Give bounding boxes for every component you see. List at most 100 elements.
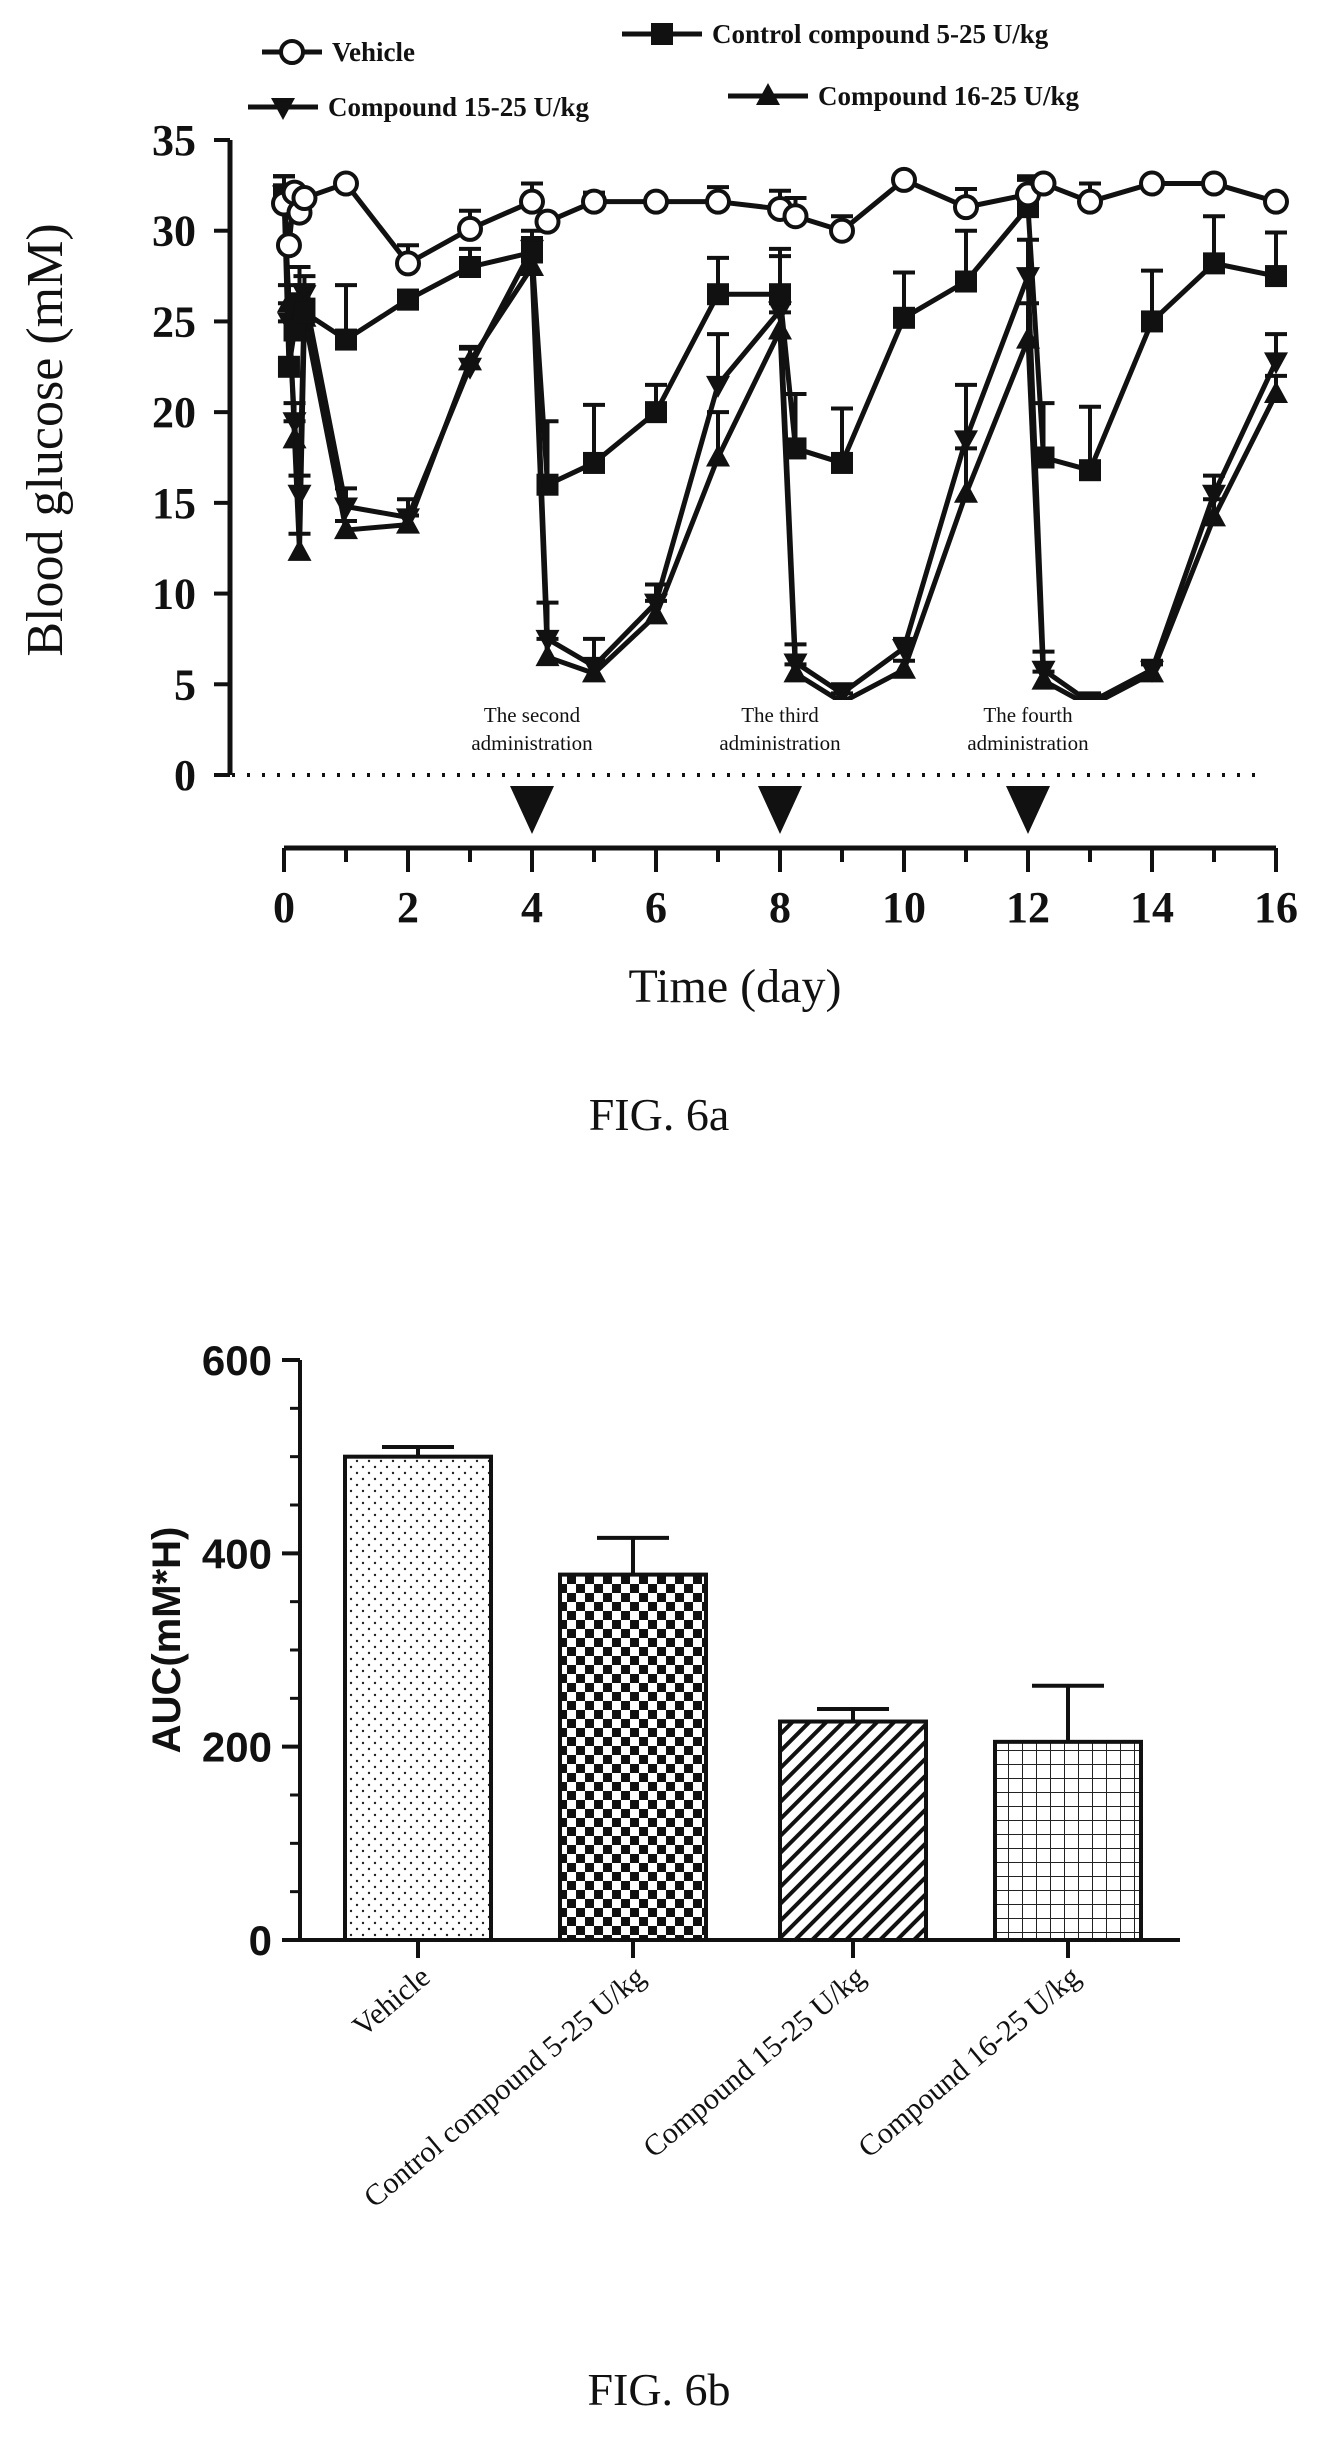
bar — [558, 1572, 708, 1942]
chart-b-y-tick-label: 600 — [202, 1337, 272, 1384]
annotation-background — [688, 728, 872, 756]
chart-a-x-tick-label: 14 — [1130, 883, 1174, 932]
chart-a-annotations: The second administration The third adminis… — [440, 700, 1120, 834]
control-compound-point — [1265, 265, 1287, 288]
chart-a-y-tick-label: 25 — [152, 297, 196, 346]
control-compound-point — [645, 401, 667, 424]
compound-15-point — [1031, 660, 1056, 683]
chart-b-y-tick-label: 0 — [249, 1917, 272, 1964]
legend-entry: Compound 15-25 U/kg — [248, 92, 590, 122]
vehicle-point — [534, 208, 561, 235]
administration-arrow-marker — [510, 786, 554, 834]
legend-label: Vehicle — [332, 37, 415, 67]
bar — [343, 1454, 493, 1942]
chart-a-x-tick-label: 16 — [1254, 883, 1298, 932]
chart-b-y-tick-label: 200 — [202, 1724, 272, 1771]
compound-15-point — [582, 657, 606, 680]
control-compound-point — [583, 451, 605, 474]
compound-15-point — [535, 629, 560, 652]
compound-16-point — [756, 83, 780, 105]
compound-15-point — [1016, 267, 1040, 290]
annotation-background — [936, 728, 1120, 756]
chart-a-y-tick-label: 20 — [152, 388, 196, 437]
control-compound-point — [707, 283, 729, 306]
compound-15-point — [644, 593, 668, 616]
control-compound-point — [335, 328, 357, 351]
annotation-background — [936, 700, 1120, 728]
vehicle-point — [1139, 170, 1165, 197]
control-compound-point — [651, 23, 673, 45]
vehicle-point — [1201, 170, 1227, 197]
chart-a-legend: Vehicle Control compound 5-25 U/kg Compoun… — [248, 19, 1080, 122]
chart-a-y-tick-label: 30 — [152, 207, 196, 256]
compound-15-point — [783, 653, 808, 676]
control-compound-point — [521, 241, 543, 264]
vehicle-point — [1077, 188, 1103, 215]
chart-a-x-tick-label: 2 — [397, 883, 419, 932]
vehicle-point — [1030, 170, 1057, 197]
vehicle-point — [782, 203, 809, 230]
compound-15-point — [282, 412, 307, 435]
vehicle-point — [291, 185, 318, 212]
compound-15-point — [954, 430, 978, 453]
control-compound-point — [893, 306, 915, 329]
legend-label: Control compound 5-25 U/kg — [712, 19, 1049, 49]
compound-15-point — [892, 639, 916, 661]
vehicle-point — [333, 170, 359, 197]
blood-glucose-line-chart: Vehicle Control compound 5-25 U/kg Compoun… — [17, 19, 1298, 1140]
legend-entry: Vehicle — [262, 37, 415, 67]
chart-a-y-axis-label: Blood glucose (mM) — [17, 223, 74, 656]
vehicle-point — [705, 188, 731, 215]
vehicle-point — [519, 188, 545, 215]
compound-16-point — [287, 538, 312, 561]
compound-16-point — [1202, 504, 1226, 527]
control-compound-point — [1141, 310, 1163, 333]
vehicle-point — [275, 232, 302, 259]
chart-a-x-tick-label: 4 — [521, 883, 543, 932]
chart-a-axes: 0 5 10 15 20 25 30 35 0 2 4 6 8 10 12 14 16 — [152, 116, 1298, 932]
control-compound-point — [831, 451, 853, 474]
chart-a-y-tick-label: 5 — [174, 660, 196, 709]
control-compound-point — [784, 437, 807, 460]
control-compound-point — [459, 256, 481, 278]
figure-6a-caption: FIG. 6a — [589, 1089, 730, 1140]
administration-arrow-marker — [1006, 786, 1050, 834]
chart-a-y-tick-label: 10 — [152, 570, 196, 619]
control-compound-point — [277, 355, 300, 378]
compound-15-point — [706, 375, 730, 398]
vehicle-point — [457, 215, 483, 242]
compound-16-point — [954, 480, 978, 503]
compound-15-point — [1140, 660, 1164, 683]
vehicle-point — [581, 188, 607, 215]
compound-16-point — [706, 444, 730, 467]
compound-15-point — [287, 484, 312, 507]
vehicle-point — [891, 166, 917, 193]
administration-annotation-line: administration — [719, 731, 841, 755]
vehicle-point — [829, 217, 855, 244]
administration-annotation-line: administration — [967, 731, 1089, 755]
chart-a-x-tick-label: 10 — [882, 883, 926, 932]
chart-a-x-tick-label: 12 — [1006, 883, 1050, 932]
compound-16-point — [1264, 381, 1288, 403]
vehicle-point — [643, 188, 669, 215]
control-compound-point — [1079, 459, 1101, 482]
vehicle-point — [395, 250, 421, 277]
annotation-background — [440, 700, 624, 728]
control-compound-point — [293, 301, 316, 324]
compound-15-point — [396, 508, 420, 531]
chart-a-x-tick-label: 6 — [645, 883, 667, 932]
chart-b-y-axis-label: AUC(mM*H) — [145, 1527, 189, 1754]
control-compound-point — [397, 288, 419, 311]
compound-15-point — [334, 497, 358, 520]
chart-a-x-axis-label: Time (day) — [629, 960, 842, 1013]
bar — [993, 1739, 1143, 1943]
administration-arrow-marker — [758, 786, 802, 834]
control-compound-point — [536, 473, 559, 496]
chart-a-y-tick-label: 15 — [152, 479, 196, 528]
compound-15-point — [1264, 352, 1288, 375]
compound-16-point — [535, 644, 560, 667]
series-open-circle — [271, 166, 1289, 277]
